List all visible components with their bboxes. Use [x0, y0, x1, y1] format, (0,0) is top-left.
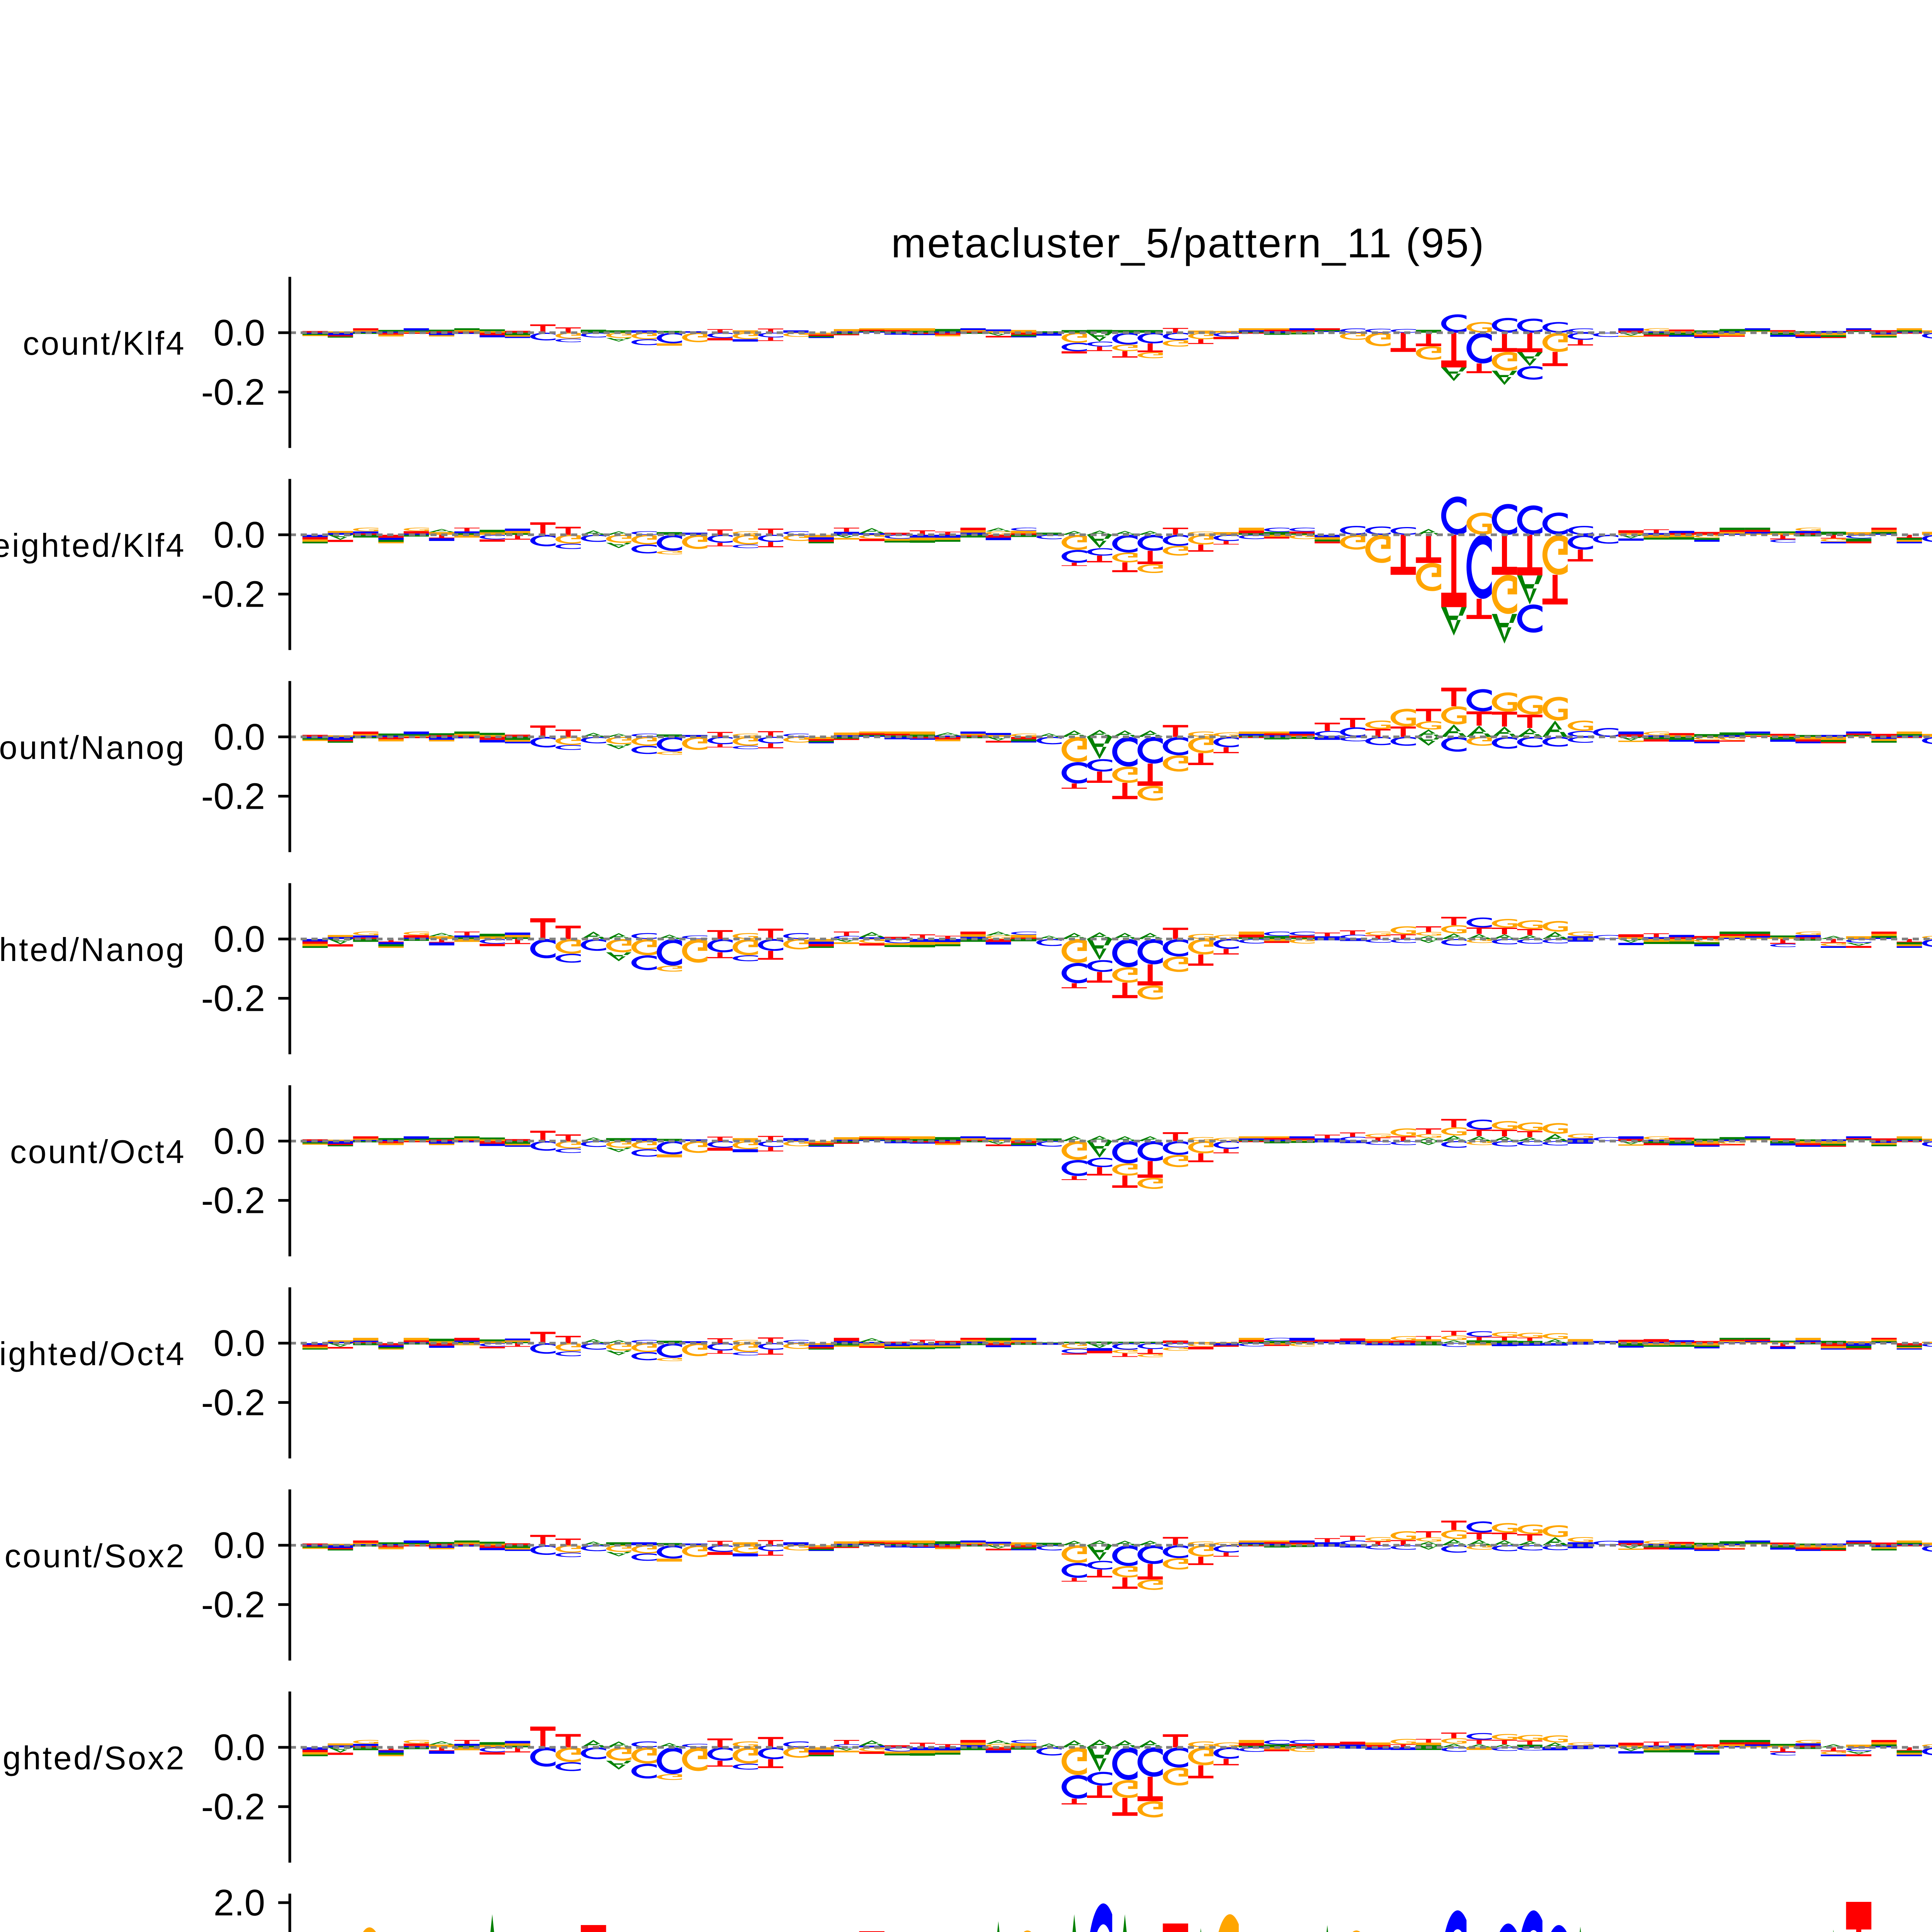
- svg-text:-0.2: -0.2: [201, 776, 265, 817]
- svg-text:-0.2: -0.2: [201, 372, 265, 413]
- svg-text:weighted/Nanog: weighted/Nanog: [0, 932, 186, 968]
- svg-text:count/Nanog: count/Nanog: [0, 730, 186, 766]
- svg-text:0.0: 0.0: [214, 1525, 265, 1566]
- svg-text:weighted/Oct4: weighted/Oct4: [0, 1336, 186, 1372]
- svg-text:weighted/Klf4: weighted/Klf4: [0, 527, 186, 564]
- svg-text:0.0: 0.0: [214, 1727, 265, 1768]
- svg-text:count/Oct4: count/Oct4: [10, 1134, 186, 1170]
- svg-text:0.0: 0.0: [214, 918, 265, 960]
- svg-text:0.0: 0.0: [214, 312, 265, 354]
- svg-text:-0.2: -0.2: [201, 1786, 265, 1828]
- svg-text:-0.2: -0.2: [201, 1180, 265, 1221]
- svg-text:-0.2: -0.2: [201, 574, 265, 615]
- svg-text:metacluster_5/pattern_11 (95): metacluster_5/pattern_11 (95): [891, 219, 1485, 266]
- svg-text:0.0: 0.0: [214, 1121, 265, 1162]
- svg-text:2.0: 2.0: [214, 1882, 265, 1923]
- svg-text:-0.2: -0.2: [201, 978, 265, 1019]
- svg-text:count/Sox2: count/Sox2: [5, 1538, 186, 1575]
- svg-text:weighted/Sox2: weighted/Sox2: [0, 1740, 186, 1777]
- svg-text:count/Klf4: count/Klf4: [23, 325, 186, 362]
- svg-text:0.0: 0.0: [214, 1323, 265, 1364]
- svg-text:-0.2: -0.2: [201, 1382, 265, 1423]
- svg-text:-0.2: -0.2: [201, 1584, 265, 1626]
- svg-text:0.0: 0.0: [214, 514, 265, 556]
- svg-text:0.0: 0.0: [214, 716, 265, 758]
